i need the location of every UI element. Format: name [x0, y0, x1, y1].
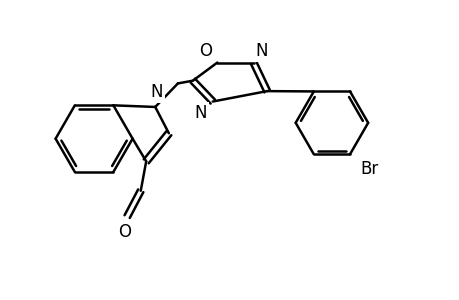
Text: O: O: [118, 224, 131, 242]
Text: N: N: [195, 104, 207, 122]
Text: O: O: [198, 42, 212, 60]
Text: N: N: [151, 83, 163, 101]
Text: Br: Br: [359, 160, 377, 178]
Text: N: N: [255, 42, 268, 60]
